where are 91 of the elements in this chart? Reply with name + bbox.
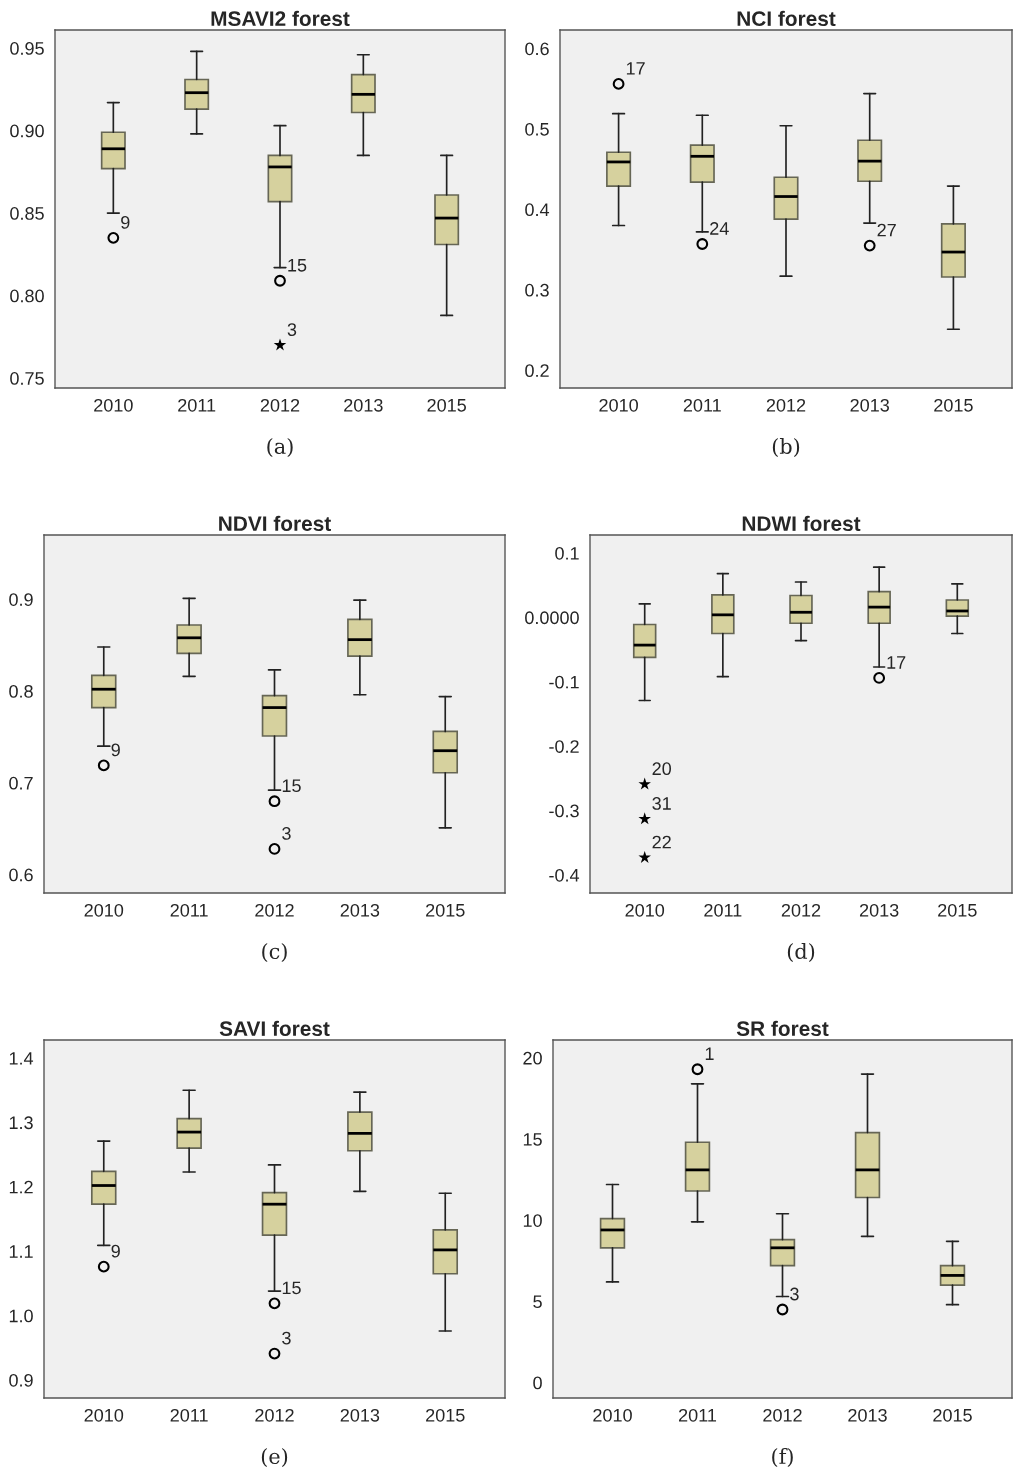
chart-title: NDVI forest: [219, 515, 331, 532]
text: (f): [772, 1447, 793, 1467]
y-tick-label: -0.3: [549, 804, 579, 818]
y-tick-label: 1.1: [9, 1245, 33, 1258]
y-tick-label: 0.85: [10, 207, 44, 220]
annotation: 17: [626, 62, 645, 75]
y-tick-label: 1.3: [9, 1116, 33, 1130]
y-tick-label: 0.8: [9, 684, 33, 698]
y-tick-label: 0.7: [9, 776, 33, 790]
x-tick-label: 2012: [766, 398, 806, 412]
x-tick-label: 2015: [427, 398, 466, 412]
x-tick-label: 2010: [84, 1408, 124, 1422]
chart-title: NCI forest: [737, 10, 836, 27]
y-tick-label: 0.9: [9, 1373, 33, 1387]
y-tick-label: 0.1: [555, 546, 579, 560]
x-tick-label: 2015: [934, 398, 973, 412]
x-tick-label: 2011: [178, 398, 216, 412]
y-tick-label: 0.80: [10, 289, 44, 303]
y-tick-label: 10: [523, 1214, 542, 1227]
y-tick-label: 0.95: [10, 42, 44, 55]
x-tick-label: 2010: [593, 1408, 632, 1422]
y-tick-label: 20: [523, 1051, 542, 1065]
x-tick-label: 2013: [859, 903, 899, 917]
x-tick-label: 2011: [170, 1408, 208, 1422]
x-tick-label: 2015: [933, 1408, 972, 1422]
annotation: 17: [887, 656, 906, 669]
text: (b): [772, 437, 800, 457]
annotation: 31: [652, 797, 671, 810]
chart-title: MSAVI2 forest: [211, 10, 350, 27]
annotation: 15: [288, 259, 307, 272]
y-tick-label: -0.4: [549, 868, 580, 882]
annotation: 22: [652, 835, 671, 849]
y-tick-label: 15: [523, 1133, 542, 1146]
annotation: 15: [282, 779, 301, 793]
x-tick-label: 2013: [848, 1408, 887, 1422]
y-tick-label: -0.2: [549, 740, 579, 753]
x-tick-label: 2015: [938, 903, 977, 917]
x-tick-label: 2011: [704, 903, 742, 917]
x-tick-label: 2015: [426, 903, 465, 917]
text: (e): [261, 1447, 288, 1467]
y-tick-label: 5: [533, 1295, 542, 1309]
y-tick-label: 0.6: [525, 42, 549, 56]
x-tick-label: 2013: [850, 398, 889, 412]
annotation: 3: [790, 1287, 799, 1301]
annotation: 9: [111, 1244, 120, 1258]
y-tick-label: -0.1: [549, 675, 579, 689]
y-tick-label: 0.6: [9, 868, 33, 882]
annotation: 1: [705, 1047, 714, 1060]
y-tick-label: 0.2: [525, 364, 549, 378]
annotation: 3: [287, 323, 297, 336]
x-tick-label: 2012: [255, 903, 294, 917]
x-tick-label: 2010: [94, 398, 133, 412]
y-tick-label: 0.4: [525, 203, 550, 217]
x-tick-label: 2015: [426, 1408, 465, 1422]
annotation: 15: [282, 1281, 301, 1295]
annotation: 9: [121, 215, 130, 229]
x-tick-label: 2010: [625, 903, 665, 917]
annotation: 9: [111, 743, 120, 757]
y-tick-label: 0.3: [525, 283, 549, 297]
y-tick-label: 1.0: [9, 1309, 33, 1323]
chart-title: SAVI forest: [219, 1020, 330, 1037]
x-tick-label: 2012: [781, 903, 821, 917]
x-tick-label: 2011: [170, 903, 208, 917]
y-tick-label: 0: [533, 1376, 542, 1390]
x-tick-label: 2013: [340, 1408, 380, 1422]
x-tick-label: 2010: [84, 903, 124, 917]
y-tick-label: 0.5: [525, 122, 549, 136]
annotation: 20: [652, 762, 672, 776]
chart-title: SR forest: [736, 1020, 829, 1037]
y-tick-label: 0.75: [10, 372, 44, 385]
annotation: 24: [710, 222, 729, 235]
annotation: 3: [282, 827, 291, 840]
y-tick-label: 1.4: [9, 1052, 34, 1065]
x-tick-label: 2013: [340, 903, 380, 917]
x-tick-label: 2011: [683, 398, 721, 412]
x-tick-label: 2013: [344, 398, 383, 412]
annotation: 3: [282, 1331, 291, 1345]
text: (d): [787, 942, 815, 962]
y-tick-label: 0.0000: [525, 611, 579, 625]
x-tick-label: 2010: [599, 398, 638, 412]
x-tick-label: 2011: [678, 1408, 717, 1422]
y-tick-label: 0.90: [10, 124, 44, 138]
y-tick-label: 0.9: [9, 593, 33, 606]
x-tick-label: 2012: [255, 1408, 294, 1422]
text: (a): [267, 437, 293, 457]
y-tick-label: 1.2: [9, 1180, 33, 1194]
text: (c): [262, 942, 287, 962]
annotation: 27: [877, 223, 896, 237]
x-tick-label: 2012: [260, 398, 300, 412]
x-tick-label: 2012: [763, 1408, 802, 1422]
chart-title: NDWI forest: [742, 515, 861, 532]
